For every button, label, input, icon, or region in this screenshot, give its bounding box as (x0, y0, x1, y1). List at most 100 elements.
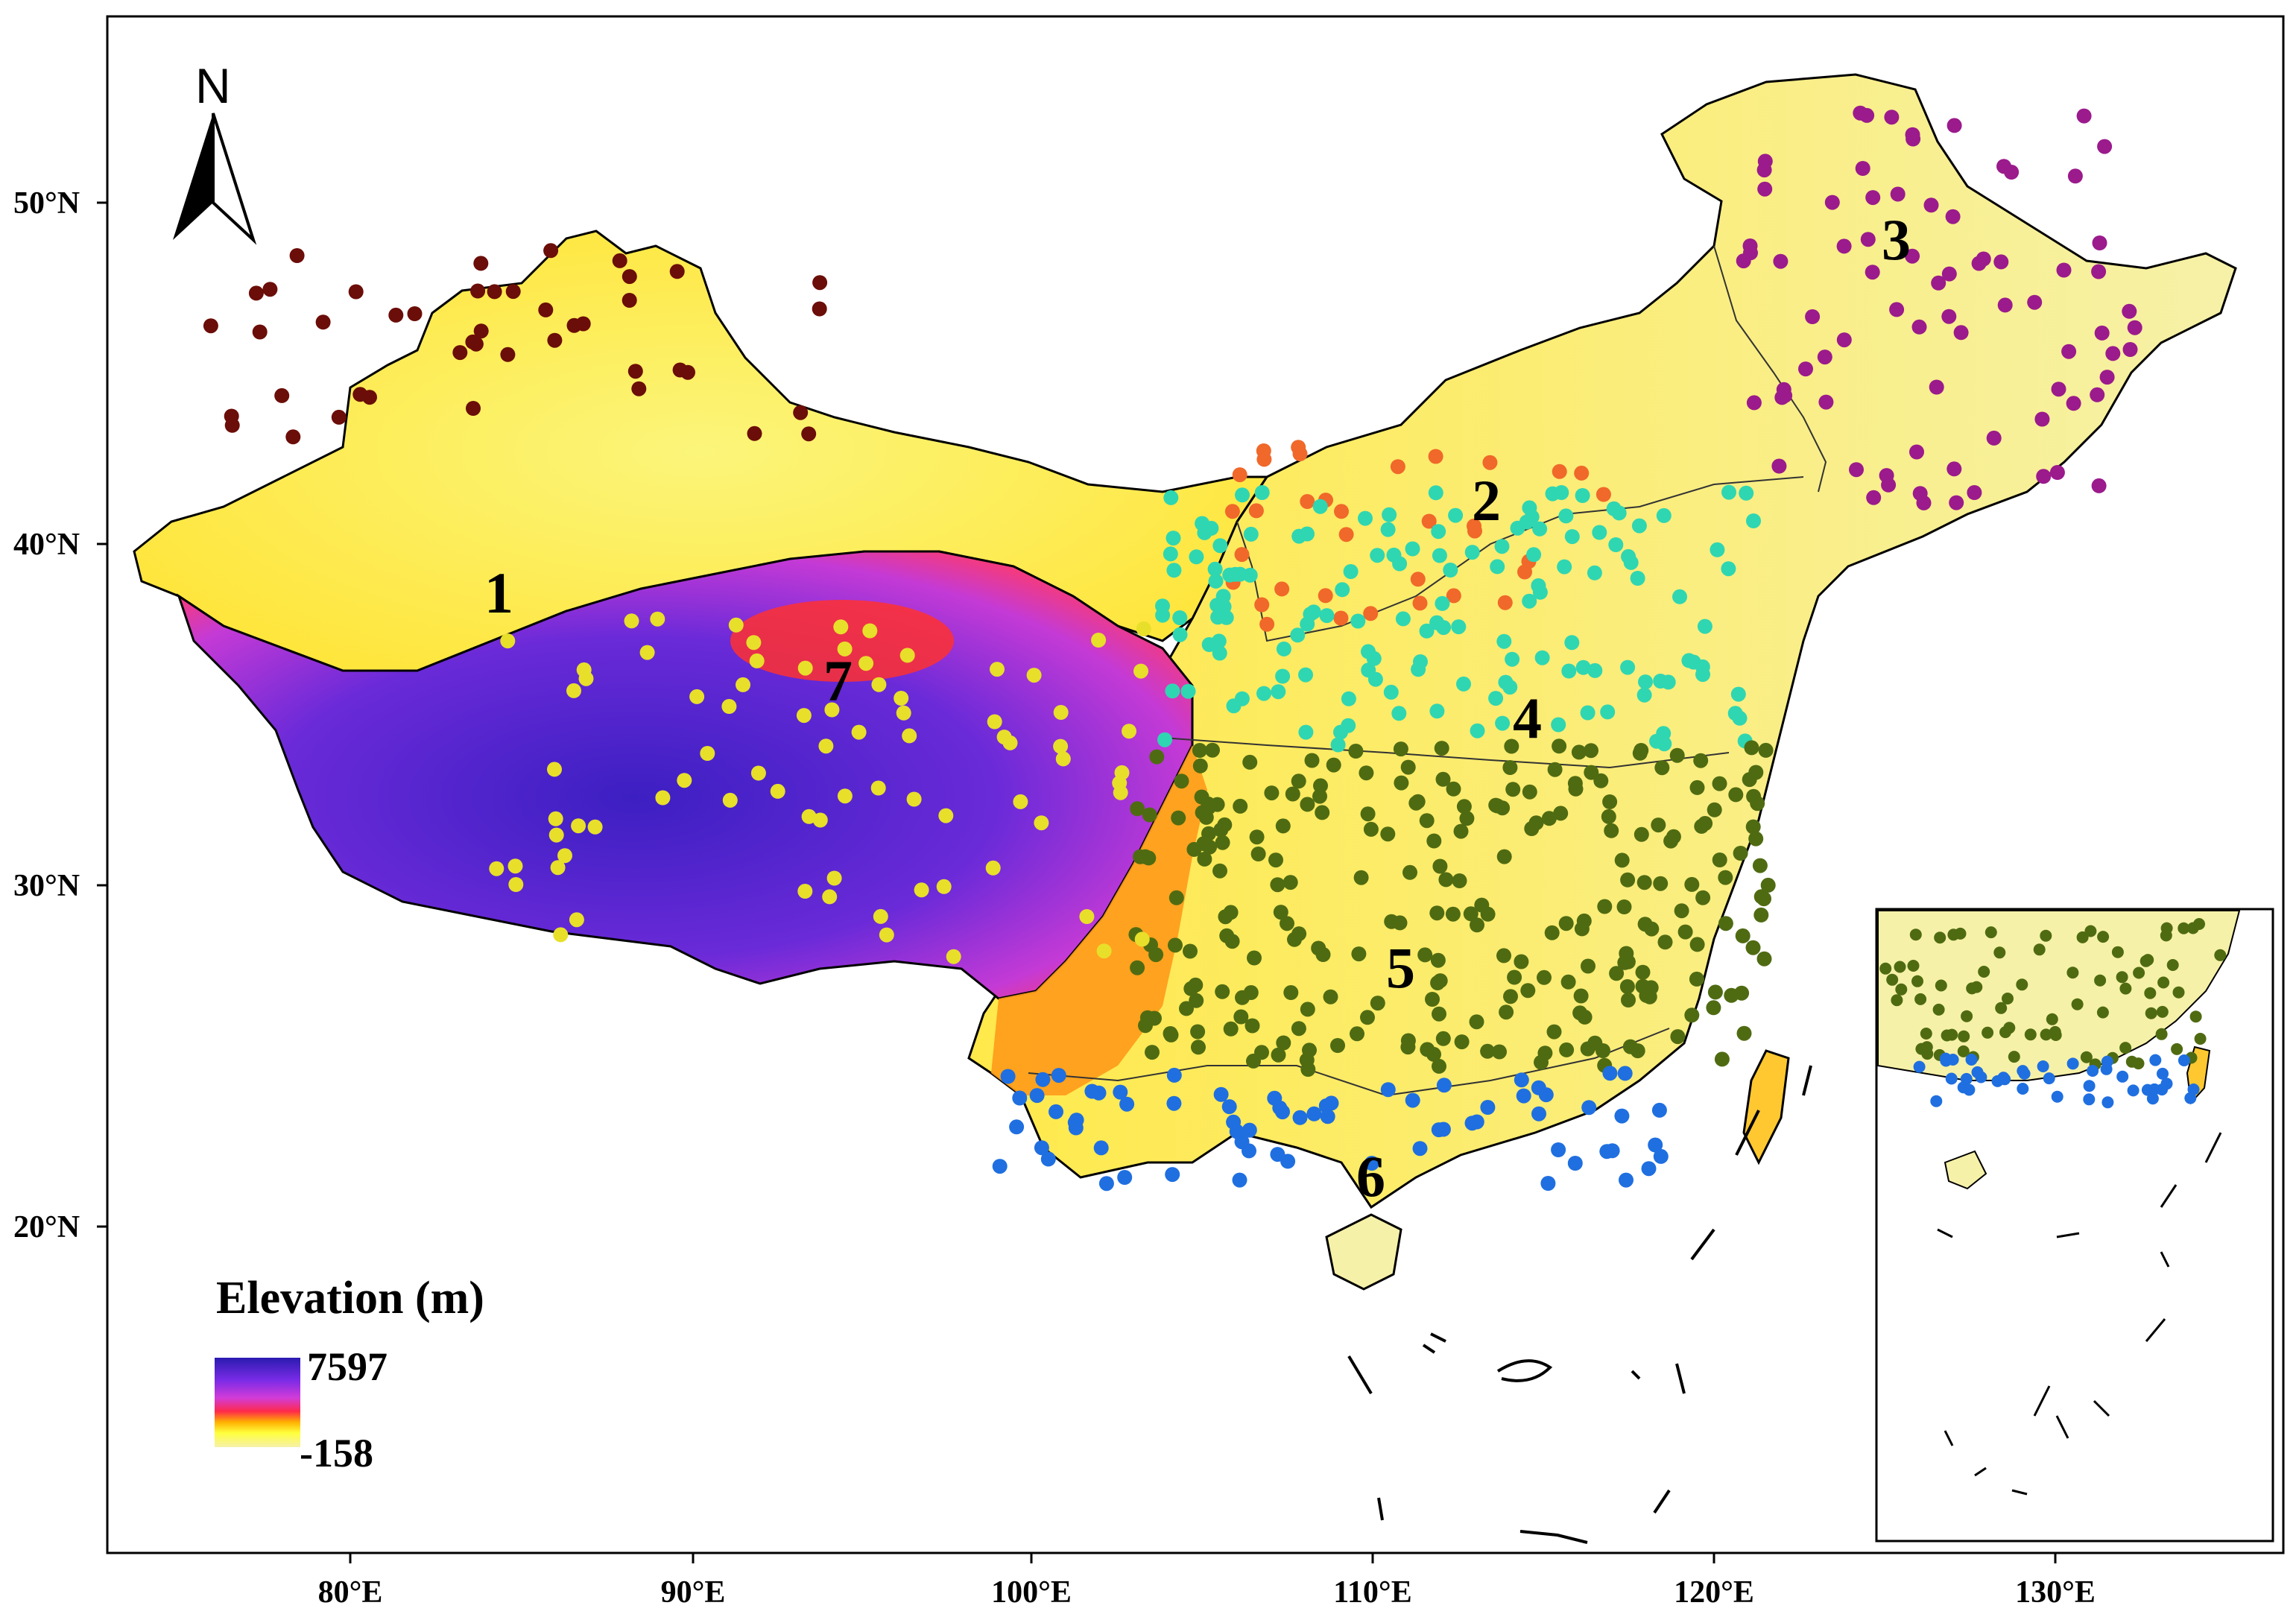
station-region-4 (1195, 516, 1210, 531)
station-region-4 (1721, 484, 1736, 500)
station-region-4 (1256, 686, 1271, 701)
station-region-5 (1909, 928, 1922, 941)
station-region-6 (1035, 1072, 1051, 1087)
station-region-5 (2155, 1028, 2168, 1040)
station-region-5 (1911, 975, 1923, 987)
station-region-5 (1635, 964, 1651, 980)
station-region-7 (822, 889, 838, 905)
station-region-4 (1587, 565, 1602, 580)
station-region-5 (1137, 849, 1153, 864)
lon-tick-label: 90°E (661, 1575, 726, 1610)
station-region-7 (1055, 751, 1071, 767)
station-region-5 (1456, 799, 1472, 814)
station-region-7 (1134, 931, 1150, 947)
station-region-5 (1250, 847, 1266, 861)
station-region-4 (1235, 487, 1250, 503)
station-region-3 (1946, 118, 1962, 133)
station-region-6 (1619, 1172, 1634, 1188)
station-region-3 (1865, 190, 1881, 206)
station-region-5 (1179, 1001, 1194, 1016)
station-region-5 (1445, 906, 1461, 922)
station-region-5 (1300, 1062, 1316, 1077)
station-region-3 (1736, 253, 1751, 269)
station-region-3 (1879, 468, 1894, 484)
station-region-5 (1604, 823, 1619, 838)
station-region-1 (452, 345, 468, 361)
station-region-4 (1166, 531, 1181, 546)
station-region-2 (1334, 504, 1349, 519)
station-region-3 (1884, 110, 1900, 125)
station-region-3 (1923, 197, 1939, 213)
station-region-4 (1551, 717, 1566, 733)
station-region-5 (1264, 785, 1280, 801)
station-region-5 (2144, 987, 2157, 999)
station-region-7 (1013, 794, 1028, 809)
station-region-1 (331, 409, 347, 425)
station-region-7 (896, 705, 911, 721)
station-region-4 (1522, 593, 1537, 609)
station-region-5 (1435, 771, 1451, 787)
station-region-5 (2171, 1043, 2183, 1055)
station-region-5 (1351, 946, 1367, 962)
station-region-5 (1745, 940, 1761, 955)
station-region-7 (548, 811, 563, 826)
station-region-5 (1580, 1041, 1596, 1057)
station-region-2 (1412, 595, 1428, 611)
station-region-2 (1259, 616, 1275, 632)
station-region-5 (1247, 950, 1262, 966)
station-region-5 (1429, 905, 1445, 921)
station-region-6 (1531, 1080, 1546, 1095)
station-region-5 (1995, 1002, 2008, 1014)
station-region-5 (1142, 807, 1157, 823)
station-region-6 (2083, 1080, 2096, 1092)
station-region-5 (1907, 960, 1920, 972)
station-region-6 (2051, 1090, 2063, 1103)
station-region-7 (837, 788, 853, 804)
station-region-1 (466, 401, 481, 416)
station-region-6 (1469, 1114, 1484, 1130)
station-region-5 (1273, 905, 1288, 920)
station-region-4 (1464, 545, 1480, 560)
station-region-5 (1684, 876, 1700, 892)
lon-tick-label: 80°E (318, 1575, 383, 1610)
station-region-5 (1636, 875, 1652, 890)
station-region-7 (1053, 738, 1069, 754)
station-region-3 (1889, 302, 1905, 317)
station-region-5 (1718, 916, 1733, 931)
station-region-1 (801, 426, 817, 442)
station-region-5 (1694, 818, 1710, 834)
station-region-1 (543, 243, 559, 259)
station-region-4 (1496, 633, 1512, 649)
station-region-6 (1641, 1161, 1657, 1177)
station-region-4 (1575, 488, 1590, 503)
station-region-5 (1693, 753, 1709, 768)
station-region-5 (1130, 960, 1145, 975)
station-region-4 (1330, 737, 1346, 753)
station-region-7 (750, 765, 766, 781)
station-region-5 (1756, 951, 1772, 966)
station-region-1 (622, 293, 637, 308)
station-region-2 (1338, 527, 1354, 542)
station-region-3 (2122, 303, 2137, 319)
station-region-2 (1446, 588, 1461, 604)
station-region-5 (1496, 849, 1512, 864)
station-region-4 (1209, 598, 1225, 613)
station-region-5 (1620, 872, 1636, 888)
station-region-5 (1400, 759, 1416, 775)
station-region-3 (2094, 325, 2110, 341)
station-region-4 (1366, 651, 1382, 666)
station-region-5 (1360, 1010, 1375, 1025)
station-region-5 (2172, 986, 2185, 999)
station-region-4 (1386, 547, 1402, 563)
station-region-3 (1929, 379, 1944, 395)
station-region-1 (547, 332, 563, 348)
station-region-5 (1315, 947, 1331, 962)
station-region-4 (1532, 584, 1548, 600)
station-region-6 (1653, 1148, 1669, 1164)
station-region-5 (1432, 973, 1448, 989)
station-region-7 (550, 860, 566, 876)
region-label-6: 6 (1356, 1144, 1385, 1209)
station-region-5 (1886, 973, 1899, 986)
station-region-5 (1584, 765, 1599, 780)
station-region-3 (1986, 430, 2002, 446)
